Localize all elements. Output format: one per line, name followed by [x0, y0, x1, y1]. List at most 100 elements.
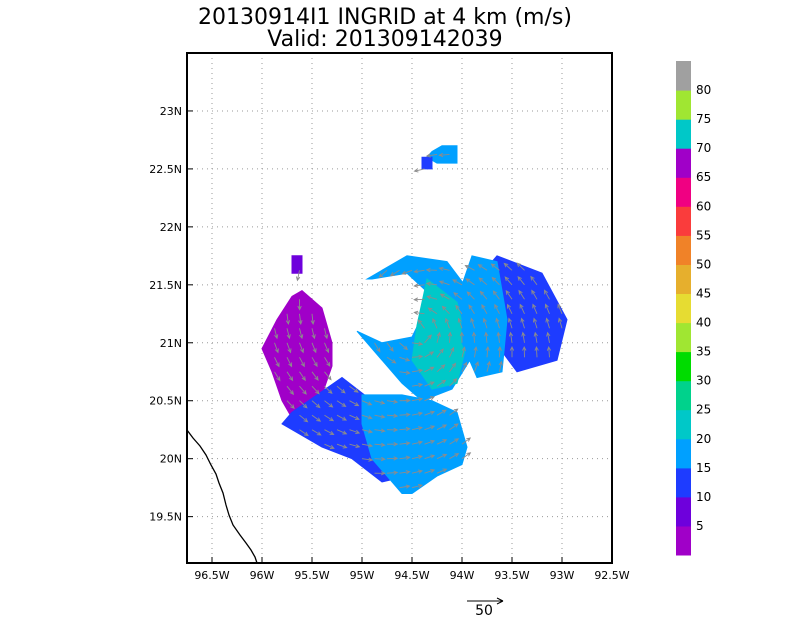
- colorbar-segment: [676, 467, 691, 498]
- wind-vector: [411, 483, 424, 489]
- wind-vector: [557, 303, 563, 314]
- wind-vector: [299, 400, 308, 409]
- wind-vector: [361, 429, 374, 434]
- wind-vector: [436, 409, 447, 416]
- wind-vector: [386, 441, 399, 447]
- y-tick-label: 21.5N: [149, 279, 182, 292]
- wind-vector: [286, 400, 295, 409]
- wind-vector: [471, 331, 477, 343]
- colorbar-segment: [676, 119, 691, 149]
- wind-vector: [311, 342, 317, 354]
- wind-vector: [436, 468, 448, 474]
- wind-vectors: [274, 152, 563, 489]
- wind-vector: [508, 331, 514, 343]
- wind-vector: [349, 414, 360, 420]
- wind-vector: [424, 454, 436, 460]
- wind-vector: [389, 269, 400, 277]
- x-tick-label: 94W: [450, 569, 475, 582]
- wind-vector: [521, 331, 526, 343]
- x-tick-label: 94.5W: [394, 569, 429, 582]
- wind-vector: [464, 265, 475, 271]
- wind-vector: [424, 396, 435, 402]
- wind-vector: [424, 410, 436, 416]
- wind-vector: [324, 414, 335, 422]
- wind-vector: [424, 425, 436, 431]
- wind-vector: [492, 290, 500, 300]
- wind-vector: [466, 291, 475, 300]
- wind-vector: [286, 342, 292, 354]
- wind-vector: [498, 360, 503, 372]
- y-axis: 23N 22.5N 22N 21.5N 21N 20.5N 20N 19.5N: [149, 105, 193, 524]
- wind-vector: [491, 276, 500, 286]
- wind-vector: [311, 400, 321, 409]
- wind-vector: [531, 289, 538, 300]
- wind-vector: [449, 346, 455, 358]
- colorbar-segment: [676, 61, 691, 91]
- wind-region-north-cell-core: [421, 156, 433, 170]
- wind-vector: [533, 331, 538, 343]
- wind-vector: [299, 429, 309, 437]
- wind-vector: [436, 424, 448, 431]
- wind-vector: [517, 275, 525, 286]
- wind-vector: [374, 471, 386, 476]
- colorbar-label: 80: [696, 83, 711, 97]
- wind-vector: [438, 152, 450, 158]
- wind-vector: [449, 423, 459, 431]
- colorbar-segment: [676, 351, 691, 382]
- colorbar-label: 55: [696, 228, 711, 242]
- wind-vector: [274, 371, 281, 382]
- x-tick-label: 96.5W: [194, 569, 229, 582]
- y-tick-label: 22N: [160, 221, 182, 234]
- wind-vector: [436, 453, 448, 460]
- colorbar-segment: [676, 235, 691, 265]
- x-tick-label: 93W: [550, 569, 575, 582]
- wind-vector: [505, 289, 513, 300]
- wind-vector: [336, 400, 347, 407]
- colorbar-segment: [676, 206, 691, 236]
- wind-vector: [484, 331, 489, 343]
- colorbar: 5 10 15 20 25 30 35 40 45 50 55 60 65 70 75 80: [676, 61, 711, 556]
- wind-vector: [449, 408, 459, 416]
- wind-vector: [299, 342, 304, 354]
- wind-vector: [349, 429, 361, 434]
- wind-vector: [432, 317, 438, 329]
- wind-vector: [470, 317, 475, 329]
- wind-vector: [424, 351, 435, 358]
- wind-vector: [399, 426, 411, 432]
- colorbar-segment: [676, 264, 691, 294]
- y-tick-label: 20N: [160, 453, 182, 466]
- wind-vector: [465, 278, 475, 286]
- colorbar-segment: [676, 380, 691, 411]
- wind-vector: [411, 469, 424, 474]
- wind-vector: [413, 297, 425, 302]
- colorbar-segment: [676, 496, 691, 527]
- wind-vector: [336, 443, 348, 449]
- wind-vector: [299, 357, 305, 368]
- wind-vector: [497, 345, 502, 358]
- wind-vector: [399, 441, 411, 446]
- wind-vector: [453, 292, 463, 300]
- wind-vector: [520, 317, 525, 329]
- wind-vector: [386, 356, 397, 364]
- wind-vector: [310, 313, 315, 326]
- wind-vector: [411, 354, 424, 359]
- wind-vector: [311, 385, 320, 395]
- wind-vector: [285, 313, 291, 326]
- wind-vector: [361, 414, 373, 420]
- wind-vector: [459, 331, 465, 343]
- wind-vector: [286, 371, 294, 382]
- wind-vector: [274, 342, 279, 354]
- colorbar-label: 50: [696, 257, 711, 271]
- wind-vector: [461, 437, 472, 445]
- colorbar-label: 15: [696, 461, 711, 475]
- wind-vector: [286, 328, 291, 340]
- wind-vector: [374, 428, 386, 433]
- wind-vector: [299, 385, 307, 395]
- wind-vector: [361, 443, 374, 448]
- wind-vector: [447, 331, 453, 343]
- colorbar-segment: [676, 525, 691, 556]
- wind-vector: [438, 266, 450, 271]
- wind-vector: [481, 304, 488, 315]
- wind-vector: [424, 468, 436, 474]
